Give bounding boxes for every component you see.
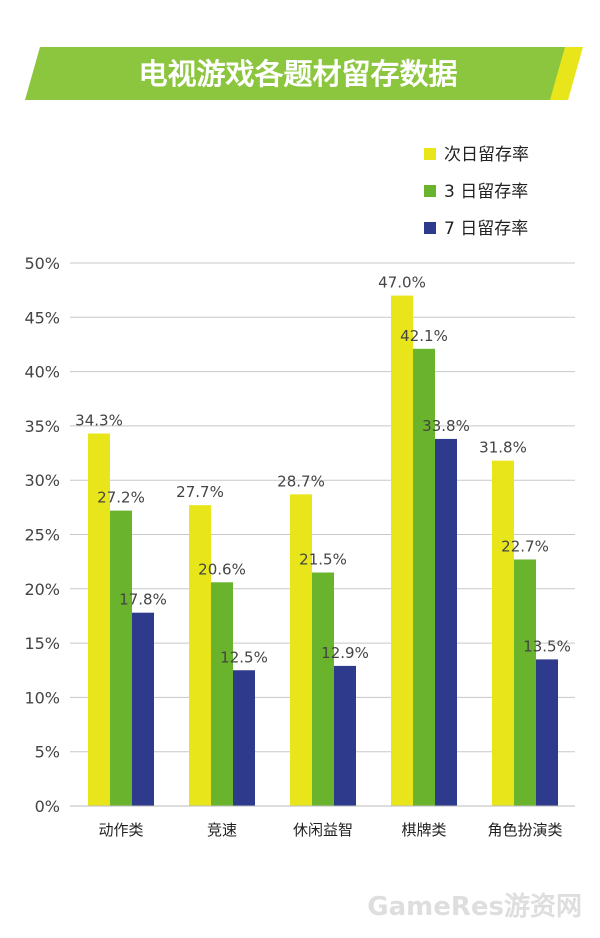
value-label: 12.9% [321, 644, 369, 662]
y-tick-label: 5% [35, 743, 60, 762]
value-label: 20.6% [198, 560, 246, 578]
bar [492, 460, 514, 806]
x-category-label: 动作类 [98, 821, 143, 839]
x-category-label: 休闲益智 [293, 821, 353, 839]
x-axis-categories: 动作类 竞速 休闲益智 棋牌类 角色扮演类 [98, 821, 562, 839]
legend-label: 次日留存率 [444, 145, 529, 165]
bar [132, 612, 154, 806]
y-tick-label: 40% [24, 363, 60, 382]
x-category-label: 竞速 [207, 821, 237, 839]
legend-label: 3 日留存率 [444, 182, 528, 202]
bar [290, 494, 312, 806]
y-tick-label: 25% [24, 526, 60, 545]
y-tick-label: 15% [24, 634, 60, 653]
value-label: 27.7% [176, 483, 224, 501]
bar [211, 582, 233, 806]
y-tick-label: 50% [24, 254, 60, 273]
x-category-label: 角色扮演类 [487, 821, 562, 839]
legend-label: 7 日留存率 [444, 219, 528, 239]
x-category-label: 棋牌类 [401, 821, 446, 839]
bar [435, 438, 457, 806]
bar [312, 572, 334, 806]
title-banner: 电视游戏各题材留存数据 [25, 47, 583, 100]
legend-swatch [424, 148, 436, 160]
y-tick-label: 45% [24, 308, 60, 327]
y-tick-label: 0% [35, 797, 60, 816]
bar [233, 670, 255, 806]
bar [189, 505, 211, 806]
y-tick-label: 20% [24, 580, 60, 599]
value-label: 33.8% [422, 417, 470, 435]
legend: 次日留存率 3 日留存率 7 日留存率 [424, 145, 529, 239]
bar [413, 348, 435, 806]
value-label: 31.8% [479, 439, 527, 457]
y-axis-ticks: 0% 5% 10% 15% 20% 25% 30% 35% 40% 45% 50% [24, 254, 60, 816]
bar [536, 659, 558, 806]
title-banner-background [25, 47, 565, 100]
value-label: 17.8% [119, 591, 167, 609]
bars-group [88, 295, 558, 806]
value-label: 34.3% [75, 412, 123, 430]
y-tick-label: 30% [24, 471, 60, 490]
chart-title: 电视游戏各题材留存数据 [138, 57, 457, 91]
value-label: 12.5% [220, 648, 268, 666]
gridlines [70, 262, 575, 753]
legend-swatch [424, 185, 436, 197]
bar [88, 433, 110, 806]
bar [514, 559, 536, 806]
value-labels-group: 34.3% 27.2% 17.8% 27.7% 20.6% 12.5% 28.7% 21.5%… [75, 274, 571, 667]
y-tick-label: 10% [24, 688, 60, 707]
legend-swatch [424, 222, 436, 234]
value-label: 13.5% [523, 637, 571, 655]
value-label: 22.7% [501, 537, 549, 555]
y-tick-label: 35% [24, 417, 60, 436]
value-label: 42.1% [400, 327, 448, 345]
value-label: 21.5% [299, 551, 347, 569]
value-label: 28.7% [277, 472, 325, 490]
bar [110, 510, 132, 806]
value-label: 47.0% [378, 274, 426, 292]
bar [334, 665, 356, 806]
value-label: 27.2% [97, 489, 145, 507]
bar [391, 295, 413, 806]
watermark-logo: GameRes游资网 [367, 892, 582, 922]
